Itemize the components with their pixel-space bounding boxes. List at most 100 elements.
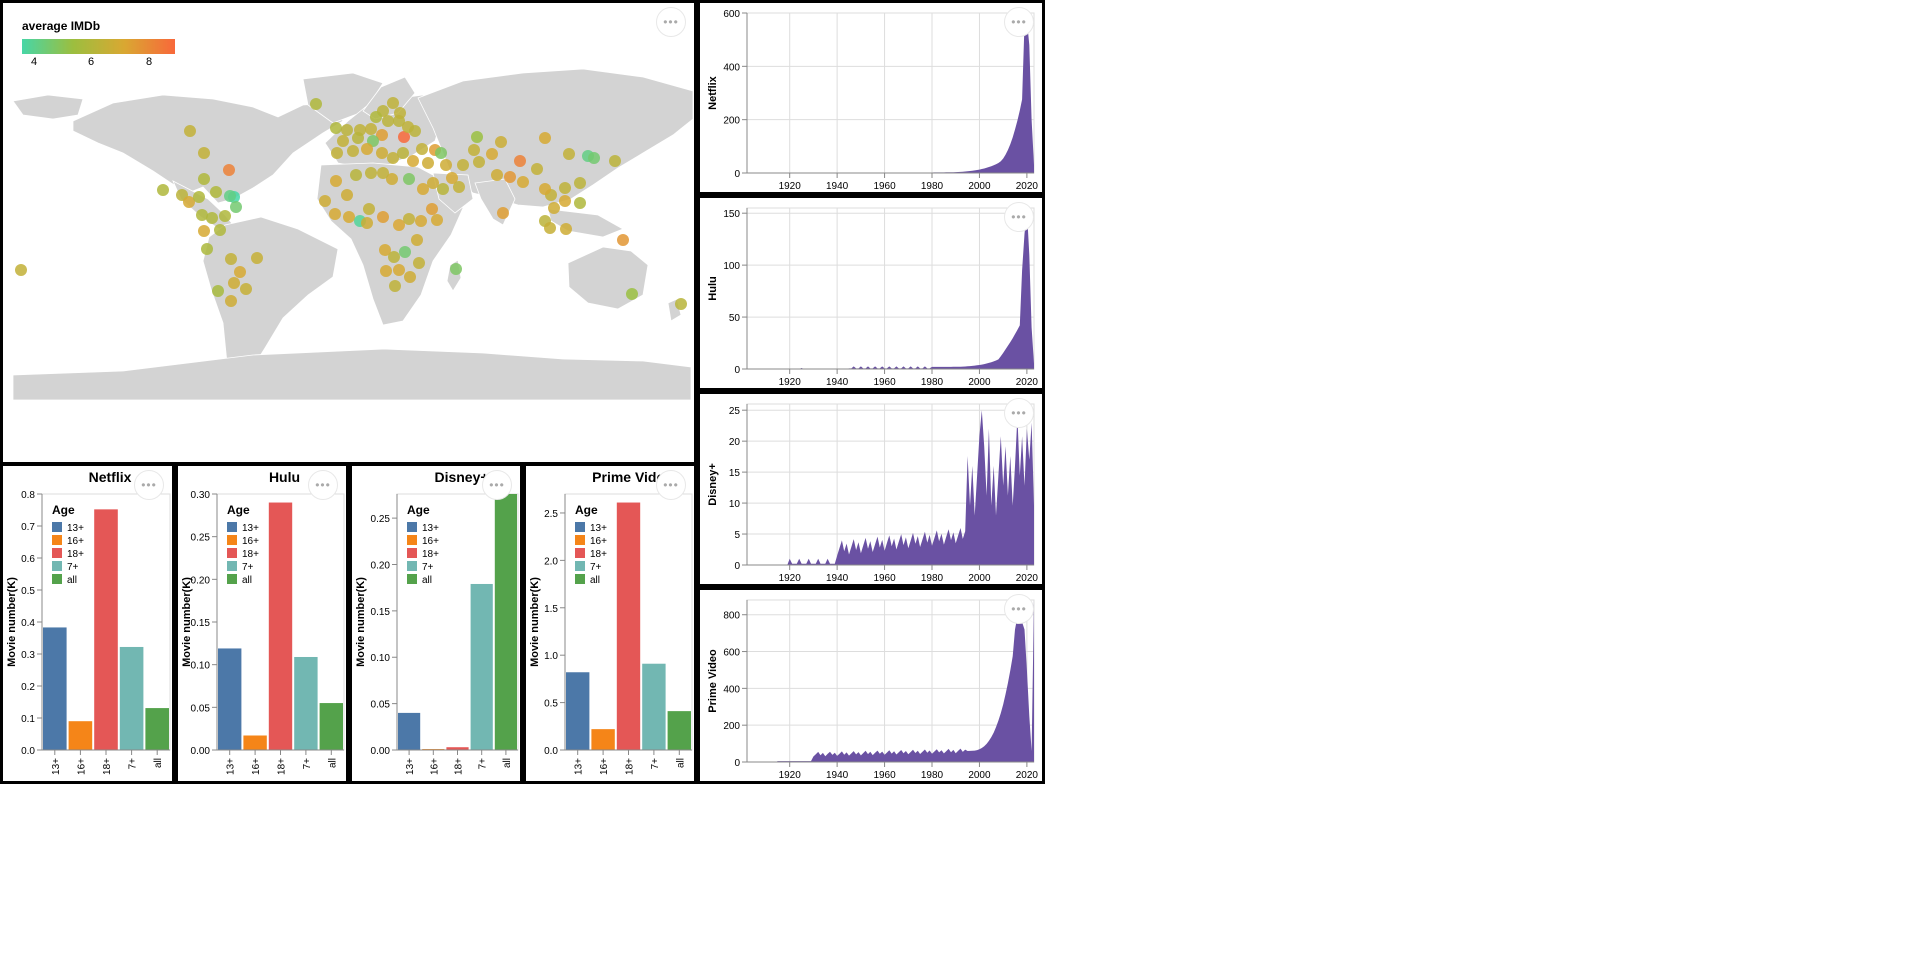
bar-menu-button[interactable]: ••• [482, 470, 512, 500]
x-tick-label: 16+ [251, 758, 262, 775]
country-dot [343, 211, 355, 223]
x-tick-label: 1940 [826, 770, 849, 781]
country-dot [387, 152, 399, 164]
country-dot [531, 163, 543, 175]
x-tick-label: all [153, 758, 164, 768]
timeline-menu-button[interactable]: ••• [1004, 202, 1034, 232]
country-dot [331, 147, 343, 159]
country-dot [544, 222, 556, 234]
country-dot [393, 264, 405, 276]
y-tick-label: 0.20 [191, 575, 211, 586]
legend-swatch [575, 561, 585, 571]
chart-title: Netflix [89, 469, 132, 485]
country-dot [486, 148, 498, 160]
country-dot [497, 207, 509, 219]
legend-label: 18+ [242, 549, 259, 560]
legend-swatch [407, 522, 417, 532]
country-dot [471, 131, 483, 143]
country-dot [234, 266, 246, 278]
x-tick-label: 2020 [1016, 181, 1039, 192]
country-dot [210, 186, 222, 198]
bar-panel-prime: Prime Video 0.0 0.5 1.0 1.5 2.0 2.5 13+ 16+ 18+ 7+… [523, 463, 697, 784]
y-tick-label: 0 [734, 365, 740, 376]
x-tick-label: 1920 [779, 573, 802, 584]
legend-label: all [590, 575, 600, 586]
country-dot [435, 147, 447, 159]
x-tick-label: 2000 [968, 377, 991, 388]
y-tick-label: 0.30 [191, 490, 211, 501]
y-tick-label: 0.25 [371, 514, 391, 525]
x-tick-label: 1960 [873, 573, 896, 584]
country-dot [409, 125, 421, 137]
bar-menu-button[interactable]: ••• [134, 470, 164, 500]
x-tick-label: 2000 [968, 181, 991, 192]
legend-label: 7+ [242, 562, 254, 573]
country-dot [437, 183, 449, 195]
country-dot [223, 164, 235, 176]
y-tick-label: 25 [729, 406, 741, 417]
y-axis-title: Hulu [707, 276, 719, 300]
country-dot [417, 183, 429, 195]
country-dot [219, 210, 231, 222]
legend-swatch [227, 561, 237, 571]
bar-7+ [470, 583, 493, 750]
country-dot [389, 280, 401, 292]
timeline-menu-button[interactable]: ••• [1004, 398, 1034, 428]
timeline-panel-disney: 0 5 10 15 20 25 1920 1940 1960 1980 2000 2020 Disney… [697, 391, 1045, 587]
country-dot [225, 253, 237, 265]
land-alaska [12, 94, 84, 120]
x-tick-label: 2000 [968, 770, 991, 781]
x-tick-label: all [327, 758, 338, 768]
x-tick-label: 1980 [921, 181, 944, 192]
bar-menu-button[interactable]: ••• [308, 470, 338, 500]
x-tick-label: 16+ [599, 758, 610, 775]
country-dot [198, 147, 210, 159]
y-tick-label: 0.3 [21, 650, 35, 661]
country-dot [201, 243, 213, 255]
legend-tick: 6 [88, 56, 94, 68]
x-tick-label: 1960 [873, 377, 896, 388]
y-tick-label: 100 [723, 261, 740, 272]
land-antarctica [12, 348, 692, 401]
country-dot [457, 159, 469, 171]
country-dot [363, 203, 375, 215]
bar-menu-button[interactable]: ••• [656, 470, 686, 500]
bar-panel-disney: Disney+ 0.00 0.05 0.10 0.15 0.20 0.25 13+ 16+ 18+… [349, 463, 523, 784]
country-dot [240, 283, 252, 295]
map-menu-button[interactable]: ••• [656, 7, 686, 37]
legend-title: Age [407, 503, 430, 517]
legend-label: 13+ [422, 523, 439, 534]
country-dot [453, 181, 465, 193]
timeline-chart-prime: 0 200 400 600 800 1920 1940 1960 1980 2000 2020 Pri… [707, 599, 1038, 781]
legend-tick: 8 [146, 56, 152, 68]
y-tick-label: 0.00 [191, 746, 211, 757]
country-dot [251, 252, 263, 264]
timeline-menu-button[interactable]: ••• [1004, 7, 1034, 37]
legend-label: 13+ [67, 523, 84, 534]
country-dot [563, 148, 575, 160]
y-tick-label: 0.15 [371, 607, 391, 618]
x-tick-label: 1920 [779, 770, 802, 781]
bar-all [494, 494, 517, 750]
bar-7+ [642, 663, 666, 750]
x-tick-label: 1980 [921, 573, 944, 584]
timeline-menu-button[interactable]: ••• [1004, 594, 1034, 624]
legend-swatch [407, 535, 417, 545]
country-dot [426, 203, 438, 215]
bar-all [145, 708, 169, 750]
x-tick-label: 13+ [405, 758, 416, 775]
country-dot [350, 169, 362, 181]
legend-swatch [227, 535, 237, 545]
country-dot [377, 167, 389, 179]
y-axis-title: Movie number(K) [181, 577, 193, 667]
country-dot [379, 244, 391, 256]
y-tick-label: 0.00 [371, 746, 391, 757]
y-tick-label: 200 [723, 721, 740, 732]
x-tick-label: 18+ [454, 758, 465, 775]
grid [747, 12, 1034, 174]
country-dot [407, 155, 419, 167]
country-dot [560, 223, 572, 235]
country-dot [403, 213, 415, 225]
legend-swatch [575, 574, 585, 584]
legend-label: 7+ [590, 562, 602, 573]
